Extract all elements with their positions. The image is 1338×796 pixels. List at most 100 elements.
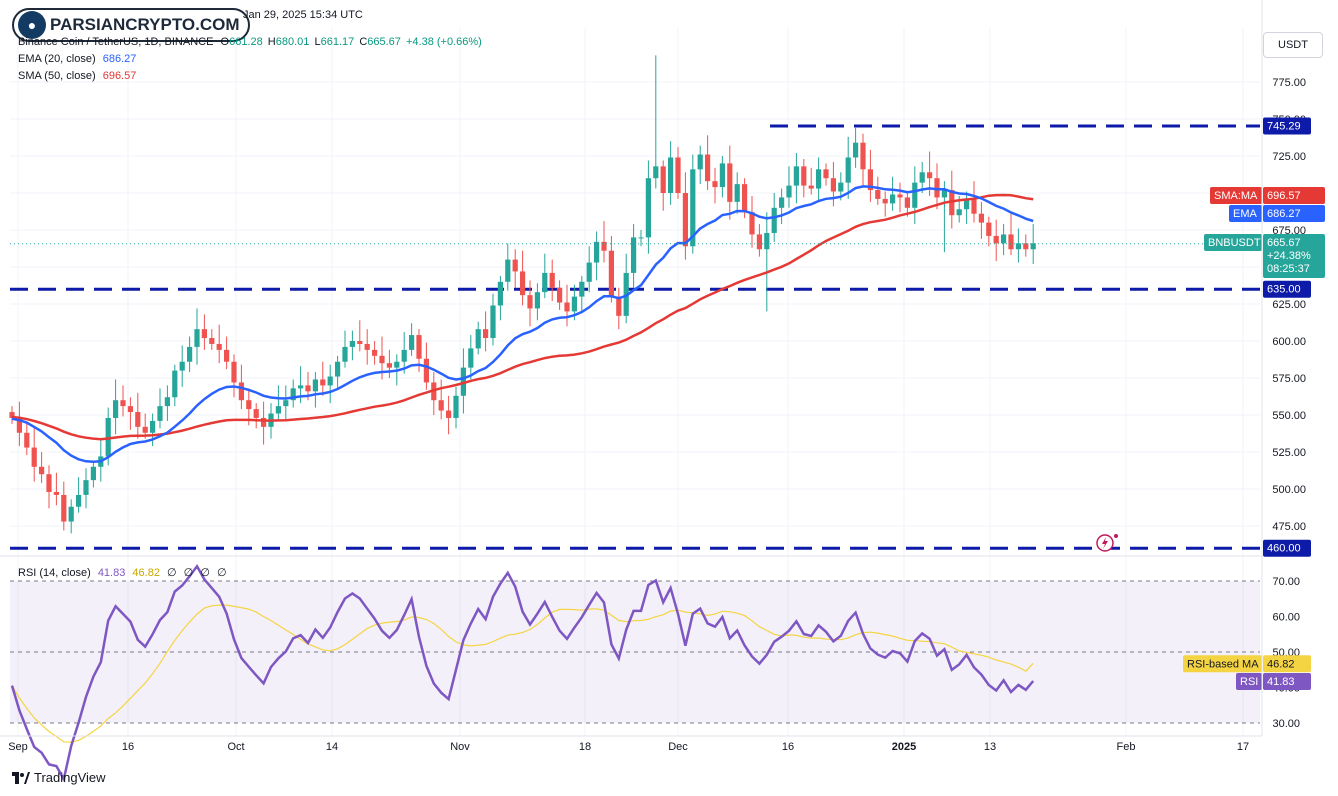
candle[interactable]	[1008, 213, 1014, 256]
candle[interactable]	[135, 392, 141, 439]
lightning-icon[interactable]	[1096, 534, 1114, 552]
candle[interactable]	[897, 182, 903, 213]
candle[interactable]	[386, 349, 392, 378]
candle[interactable]	[490, 293, 496, 346]
candle[interactable]	[993, 219, 999, 262]
candle[interactable]	[224, 336, 230, 370]
sma-legend[interactable]: SMA (50, close) 696.57	[18, 70, 136, 82]
candle[interactable]	[460, 348, 466, 414]
candle[interactable]	[986, 216, 992, 247]
candle[interactable]	[971, 181, 977, 223]
tradingview-brand[interactable]: TradingView	[12, 770, 106, 785]
rsi-pane[interactable]	[10, 564, 1260, 783]
candle[interactable]	[372, 341, 378, 365]
candle[interactable]	[875, 176, 881, 205]
candle[interactable]	[31, 426, 37, 482]
candle[interactable]	[327, 364, 333, 404]
candle[interactable]	[164, 385, 170, 421]
candle[interactable]	[793, 153, 799, 204]
candle[interactable]	[675, 147, 681, 199]
candle[interactable]	[941, 181, 947, 253]
time-axis[interactable]: Sep 16 Oct 14 Nov 18 Dec 16 2025 13 Feb 17	[8, 741, 1249, 753]
candle[interactable]	[764, 212, 770, 312]
candle[interactable]	[912, 166, 918, 225]
candle[interactable]	[542, 253, 548, 299]
candle[interactable]	[734, 172, 740, 214]
candle[interactable]	[290, 379, 296, 408]
candle[interactable]	[934, 163, 940, 210]
candle[interactable]	[194, 308, 200, 365]
candle[interactable]	[586, 246, 592, 293]
candle[interactable]	[275, 385, 281, 420]
candle[interactable]	[357, 320, 363, 352]
candle[interactable]	[335, 355, 341, 389]
candle[interactable]	[497, 275, 503, 321]
candle[interactable]	[1001, 224, 1007, 256]
candle[interactable]	[120, 385, 126, 417]
candle[interactable]	[90, 460, 96, 488]
candle[interactable]	[1015, 228, 1021, 263]
candle[interactable]	[631, 224, 637, 288]
candle[interactable]	[645, 160, 651, 254]
candle[interactable]	[83, 468, 89, 509]
candle[interactable]	[342, 330, 348, 368]
candle[interactable]	[438, 379, 444, 420]
candle[interactable]	[475, 321, 481, 355]
candle[interactable]	[660, 160, 666, 211]
candle[interactable]	[401, 332, 407, 374]
candle[interactable]	[453, 386, 459, 429]
candle[interactable]	[616, 287, 622, 330]
candle[interactable]	[505, 243, 511, 291]
candle[interactable]	[16, 401, 22, 447]
candle[interactable]	[68, 499, 74, 534]
candle[interactable]	[845, 136, 851, 199]
candle[interactable]	[549, 259, 555, 302]
candle[interactable]	[564, 284, 570, 327]
candle[interactable]	[283, 385, 289, 420]
symbol-legend[interactable]: Binance Coin / TetherUS, 1D, BINANCE O66…	[18, 36, 482, 48]
candle[interactable]	[601, 221, 607, 263]
candle[interactable]	[801, 158, 807, 198]
candle[interactable]	[756, 224, 762, 257]
candle[interactable]	[682, 172, 688, 260]
candle[interactable]	[46, 465, 52, 509]
candle[interactable]	[867, 150, 873, 202]
candle[interactable]	[24, 422, 30, 455]
candle[interactable]	[882, 191, 888, 217]
candle[interactable]	[61, 481, 67, 531]
candle[interactable]	[779, 188, 785, 225]
candle[interactable]	[527, 280, 533, 327]
currency-selector-button[interactable]: USDT	[1263, 32, 1323, 58]
candle[interactable]	[653, 55, 659, 189]
candle[interactable]	[157, 388, 163, 429]
candle[interactable]	[261, 401, 267, 445]
candle[interactable]	[534, 283, 540, 321]
candle[interactable]	[512, 249, 518, 288]
candle[interactable]	[76, 477, 82, 513]
candle[interactable]	[409, 323, 415, 356]
candle[interactable]	[520, 250, 526, 306]
candle[interactable]	[668, 141, 674, 205]
candle[interactable]	[468, 335, 474, 380]
candle[interactable]	[727, 145, 733, 220]
candle[interactable]	[231, 354, 237, 398]
candle[interactable]	[816, 157, 822, 202]
candle[interactable]	[253, 403, 259, 429]
candle[interactable]	[172, 364, 178, 407]
candle[interactable]	[919, 161, 925, 193]
candle[interactable]	[638, 230, 644, 247]
candle[interactable]	[179, 345, 185, 387]
candle[interactable]	[719, 156, 725, 198]
candle[interactable]	[113, 379, 119, 435]
candle[interactable]	[446, 395, 452, 435]
candle[interactable]	[53, 472, 59, 506]
candle[interactable]	[320, 361, 326, 396]
ema-legend[interactable]: EMA (20, close) 686.27	[18, 53, 136, 65]
brand-badge[interactable]: ● PARSIANCRYPTO.COM	[12, 8, 250, 42]
candle[interactable]	[853, 127, 859, 168]
candle[interactable]	[823, 163, 829, 186]
candle[interactable]	[1030, 224, 1036, 265]
candle[interactable]	[697, 145, 703, 185]
candle[interactable]	[187, 336, 193, 373]
